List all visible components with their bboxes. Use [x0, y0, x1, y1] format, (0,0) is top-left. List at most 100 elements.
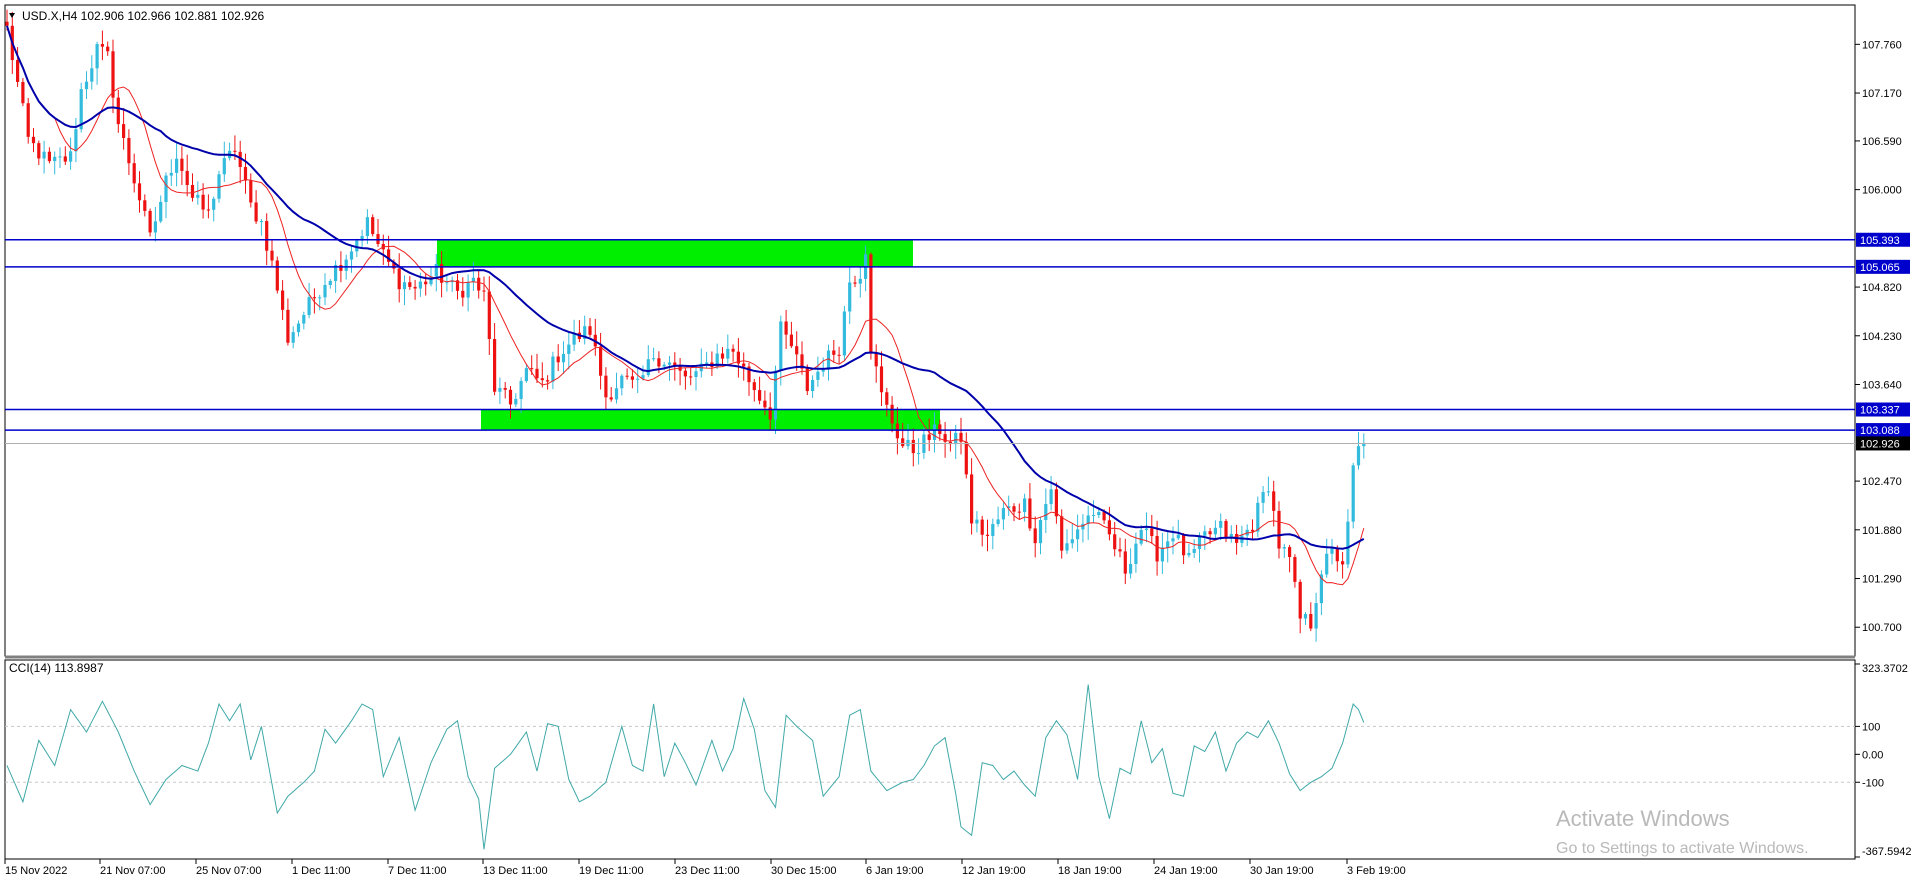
- candle-body: [742, 363, 746, 367]
- candle: [1335, 545, 1339, 572]
- candle-body: [254, 202, 258, 222]
- candle: [493, 323, 497, 396]
- price-tick-label: 104.820: [1862, 282, 1902, 294]
- candle: [1298, 579, 1302, 634]
- candle: [286, 298, 290, 346]
- collapse-triangle-icon[interactable]: [9, 13, 15, 18]
- candle: [137, 171, 142, 213]
- candle: [1166, 531, 1170, 563]
- candle-body: [662, 364, 666, 367]
- candle-body: [1362, 443, 1366, 447]
- candle-body: [79, 89, 83, 130]
- candle-body: [392, 261, 396, 269]
- candle-body: [1044, 504, 1048, 521]
- candle-body: [784, 321, 788, 335]
- candle-body: [556, 356, 560, 363]
- candle-body: [164, 175, 168, 202]
- candle: [1277, 501, 1281, 559]
- candle: [1197, 532, 1202, 563]
- candle-body: [434, 263, 438, 277]
- candle-body: [1139, 529, 1143, 544]
- candle-body: [323, 284, 327, 298]
- candle-body: [1017, 511, 1021, 513]
- candle: [408, 276, 412, 290]
- candle-body: [132, 163, 136, 184]
- candle: [302, 311, 306, 330]
- candle-body: [74, 129, 78, 152]
- candle: [561, 341, 566, 374]
- candle-body: [312, 297, 316, 299]
- candle-body: [1091, 515, 1096, 517]
- candle-body: [715, 353, 719, 367]
- candle-body: [567, 344, 571, 354]
- candle: [1129, 548, 1133, 579]
- time-tick-label: 6 Jan 19:00: [866, 865, 924, 877]
- candle-body: [206, 209, 210, 211]
- candle-body: [1187, 552, 1191, 556]
- candle-body: [47, 151, 51, 162]
- candle-body: [540, 378, 544, 381]
- candle-body: [646, 359, 650, 376]
- candle: [238, 140, 242, 184]
- candle: [1113, 521, 1117, 557]
- candle: [143, 194, 147, 217]
- candle: [720, 347, 725, 365]
- candle-body: [811, 379, 815, 392]
- candle: [95, 41, 99, 85]
- candle-body: [975, 519, 979, 524]
- candle-body: [1288, 547, 1292, 558]
- candle: [641, 365, 645, 381]
- time-tick-label: 18 Jan 19:00: [1058, 865, 1122, 877]
- candle-body: [1081, 523, 1085, 530]
- candle: [1261, 486, 1265, 514]
- candle-body: [424, 281, 428, 285]
- level-label-bg: [1856, 259, 1910, 274]
- candle-body: [365, 217, 369, 237]
- candle-body: [42, 151, 46, 159]
- candle-body: [1272, 491, 1276, 511]
- candle: [424, 272, 428, 296]
- candle-body: [789, 334, 793, 347]
- price-tick-label: 107.760: [1862, 39, 1902, 51]
- cci-line: [6, 684, 1365, 850]
- main-pane-frame: [4, 4, 1856, 657]
- candle: [291, 326, 295, 349]
- candle: [196, 181, 200, 205]
- candle-body: [1182, 534, 1186, 556]
- candle: [222, 141, 226, 182]
- candle-body: [996, 519, 1000, 525]
- candle: [678, 357, 682, 386]
- candle-body: [641, 375, 645, 379]
- candle: [37, 140, 41, 165]
- candle: [789, 321, 793, 349]
- candle-body: [508, 389, 513, 405]
- candle-body: [911, 439, 915, 454]
- cci-tick-label: 323.3702: [1862, 663, 1908, 675]
- candle: [1272, 480, 1276, 527]
- time-tick-label: 19 Dec 11:00: [579, 865, 644, 877]
- level-label: 105.393: [1860, 235, 1900, 247]
- candle-body: [1341, 561, 1345, 565]
- candle: [1107, 506, 1111, 541]
- candle-body: [222, 158, 226, 175]
- candle-body: [1134, 543, 1138, 564]
- candle-body: [614, 388, 619, 400]
- candle-body: [339, 265, 343, 271]
- candle-body: [106, 46, 110, 52]
- level-label-bg: [1856, 423, 1910, 438]
- candle-body: [275, 260, 279, 291]
- candle: [752, 378, 756, 402]
- candle: [270, 239, 274, 267]
- candle-body: [837, 354, 841, 356]
- candle-body: [286, 309, 290, 343]
- candle-body: [604, 375, 608, 398]
- candle-body: [1330, 547, 1334, 554]
- candle: [180, 146, 184, 185]
- time-tick-label: 30 Dec 15:00: [771, 865, 836, 877]
- candle: [583, 315, 587, 345]
- price-tick-label: 103.640: [1862, 379, 1902, 391]
- candle-body: [1192, 548, 1196, 553]
- candle: [736, 338, 740, 378]
- candle-body: [413, 286, 417, 289]
